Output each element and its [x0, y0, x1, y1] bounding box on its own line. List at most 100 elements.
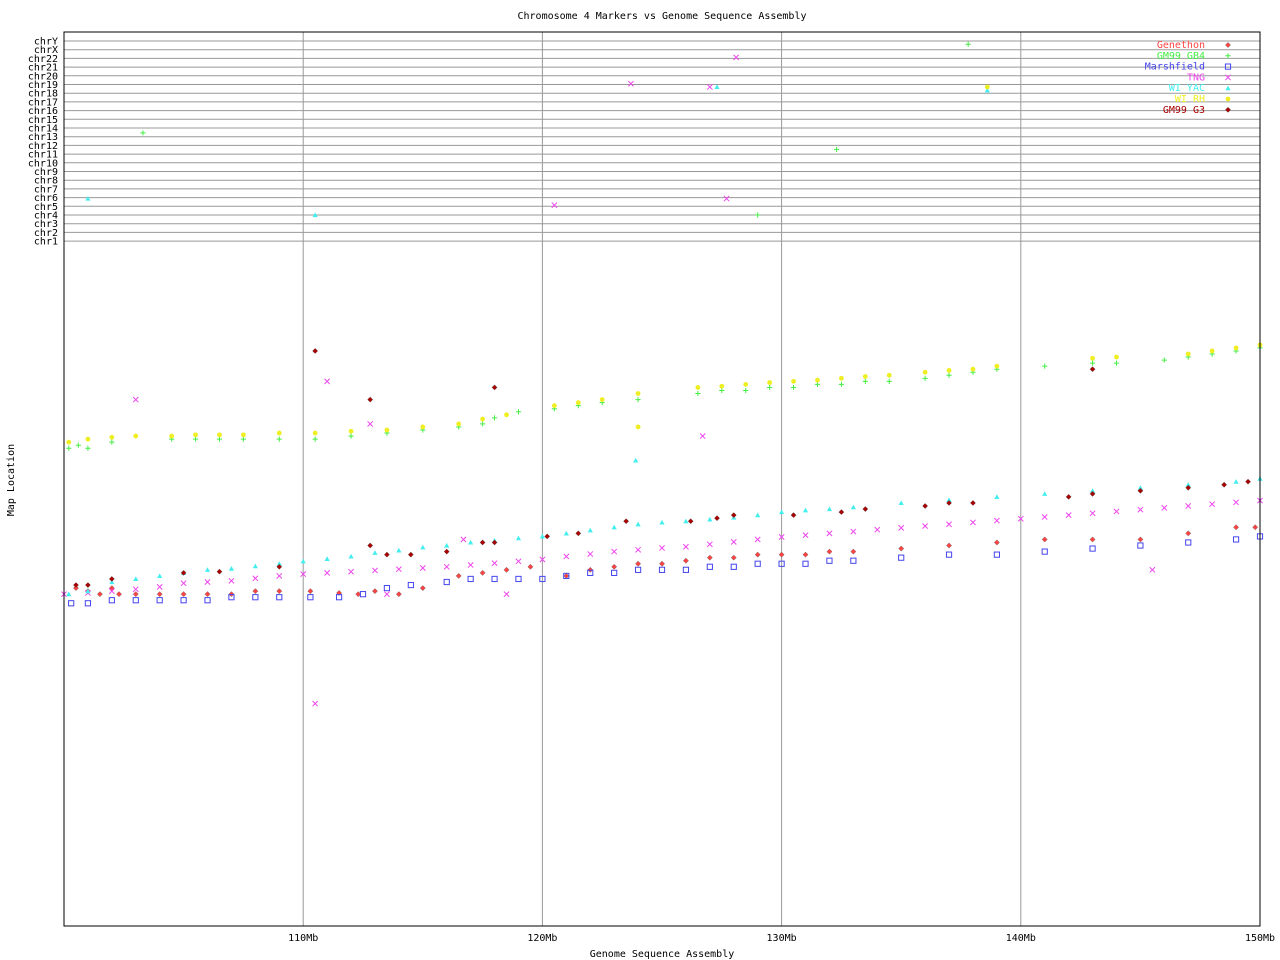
gm99-gb4-point [695, 390, 701, 397]
wi-rh-point [599, 397, 605, 402]
genethon-point [611, 563, 618, 570]
chromosome-label: chr10 [28, 158, 58, 169]
legend-label: WI YAC [1169, 83, 1205, 94]
wi-rh-point [719, 383, 725, 389]
gm99-g3-point [384, 551, 390, 558]
wi-yac-point [539, 533, 545, 539]
gm99-g3-point [970, 500, 976, 506]
tng-point [503, 591, 510, 598]
wi-yac-point [1185, 482, 1191, 487]
y-axis-label: Map Location [6, 444, 17, 516]
genethon-point [826, 548, 833, 555]
tng-point [460, 536, 467, 543]
x-axis-label: Genome Sequence Assembly [590, 949, 735, 960]
gm99-g3-point [687, 518, 694, 525]
wi-rh-point [1114, 354, 1119, 360]
marshfield-point [307, 594, 314, 601]
wi-yac-point [635, 521, 641, 527]
chromosome-label: chrX [34, 45, 58, 56]
gm99-g3-point [491, 539, 498, 546]
marshfield-point [443, 578, 450, 586]
gm99-g3-point [367, 396, 374, 403]
genethon-point [527, 563, 534, 570]
x-tick-label: 150Mb [1245, 933, 1275, 944]
gm99-g3-point [108, 576, 115, 582]
wi-yac-point [85, 196, 91, 201]
wi-yac-point [157, 573, 163, 578]
genethon-point [802, 551, 809, 558]
gm99-g3-point [714, 515, 720, 522]
genethon-point [993, 539, 1000, 546]
wi-rh-point [695, 385, 701, 390]
gm99-g3-point [276, 563, 283, 570]
wi-rh-point [922, 369, 928, 375]
gm99-g3-point [85, 582, 91, 588]
wi-yac-point [228, 566, 235, 571]
tng-point [324, 378, 331, 385]
tng-point [1113, 508, 1120, 515]
tng-point [156, 583, 163, 590]
chromosome-label: chr9 [34, 167, 58, 178]
gm99-gb4-point [743, 387, 749, 394]
marshfield-point [84, 600, 92, 607]
series-gm99-gb4 [66, 41, 1263, 451]
genethon-point [116, 591, 122, 598]
tng-point [300, 571, 307, 578]
gm99-g3-point [922, 503, 929, 509]
genethon-point [372, 588, 378, 595]
x-tick-label: 140Mb [1006, 933, 1036, 944]
genethon-point [1252, 524, 1259, 531]
wi-yac-point [252, 563, 258, 569]
tng-point [970, 519, 976, 526]
wi-rh-point [109, 434, 115, 440]
wi-yac-point [348, 553, 354, 559]
chromosome-label: chr18 [28, 89, 58, 100]
gm99-gb4-point [922, 375, 928, 381]
wi-yac-point [1042, 491, 1048, 496]
genethon-point [204, 591, 211, 598]
gm99-gb4-point [491, 415, 498, 421]
genethon-point [1041, 536, 1048, 543]
legend-label: WI RH [1175, 94, 1205, 105]
gm99-gb4-point [216, 436, 223, 442]
wi-rh-point [420, 424, 426, 430]
genethon-point [96, 591, 103, 598]
legend-marker [1225, 85, 1231, 91]
gm99-gb4-point [946, 372, 952, 378]
tng-point [802, 532, 809, 539]
gm99-g3-point [575, 530, 582, 537]
wi-rh-point [970, 366, 976, 372]
tng-point [563, 553, 570, 560]
tng-point [699, 433, 706, 440]
tng-point [706, 541, 713, 548]
gm99-gb4-point [1161, 357, 1167, 363]
gm99-gb4-point [838, 381, 844, 387]
legend-label: Genethon [1157, 40, 1205, 51]
gm99-g3-point [790, 512, 797, 519]
gm99-gb4-point [834, 146, 840, 152]
marshfield-point [634, 566, 642, 573]
marshfield-point [993, 551, 1000, 558]
tng-point [635, 546, 642, 553]
wi-rh-point [839, 375, 844, 381]
legend-label: GM99 G3 [1163, 105, 1205, 116]
legend-marker [1225, 42, 1231, 48]
wi-yac-point [714, 84, 720, 90]
chromosome-label: chr11 [28, 150, 58, 161]
wi-yac-point [133, 576, 139, 582]
genethon-point [479, 569, 486, 576]
chromosome-label: chr6 [34, 193, 58, 204]
tng-point [276, 572, 283, 579]
gm99-g3-point [367, 542, 374, 549]
genethon-point [898, 545, 905, 552]
legend-marker [1224, 63, 1232, 70]
x-tick-label: 120Mb [527, 933, 557, 944]
tng-point [627, 80, 634, 87]
wi-yac-point [312, 212, 318, 218]
marshfield-point [1041, 548, 1048, 555]
chromosome-label: chr1 [34, 237, 58, 248]
wi-yac-point [515, 535, 522, 541]
gm99-gb4-point [1089, 360, 1096, 366]
series-wi-yac [66, 84, 1263, 597]
